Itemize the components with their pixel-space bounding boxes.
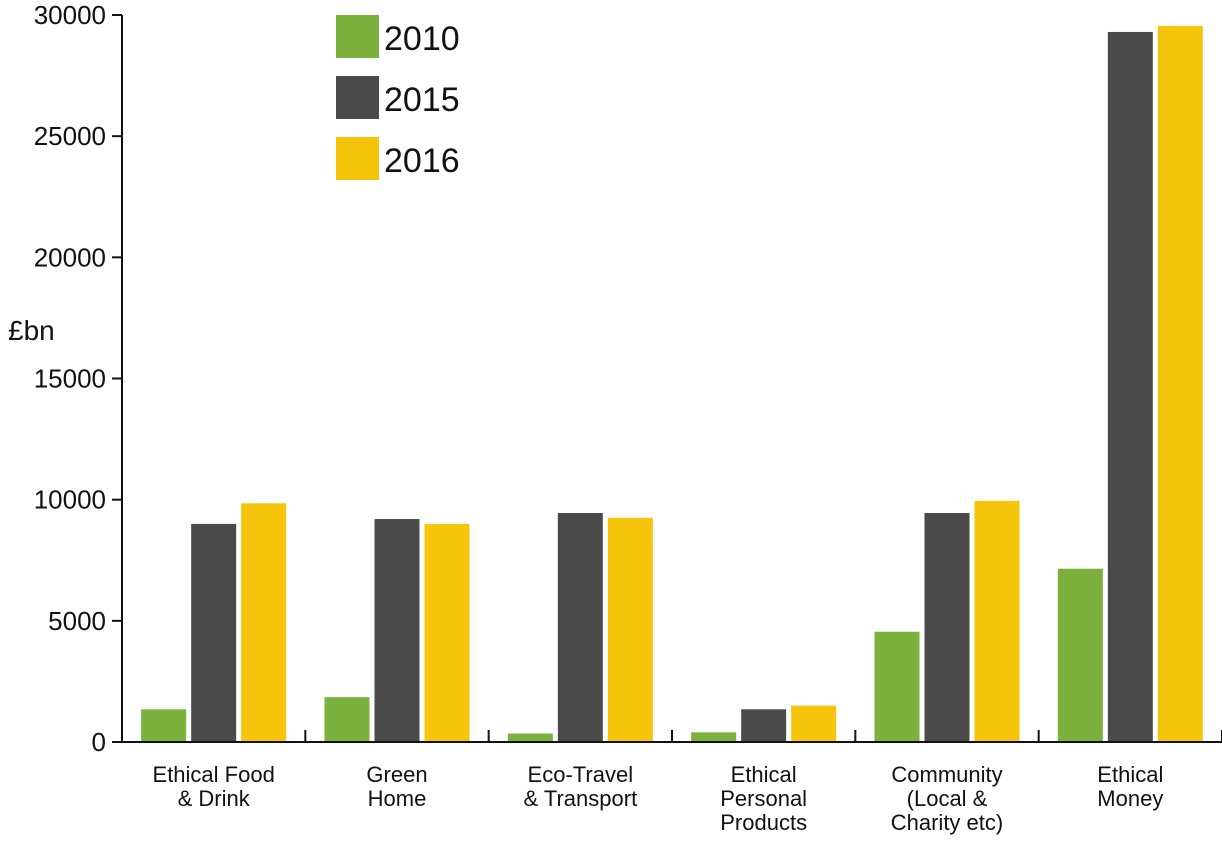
x-category-label-line: Ethical <box>1097 762 1163 787</box>
legend-label-2010: 2010 <box>384 20 460 58</box>
x-category-label-line: Personal <box>720 786 807 811</box>
bar-2016 <box>607 517 653 742</box>
x-category-label-line: Eco-Travel <box>528 762 634 787</box>
y-tick-label: 5000 <box>48 606 106 636</box>
x-category-label: Ethical Food & Drink <box>153 762 275 811</box>
y-tick-label: 15000 <box>34 364 106 394</box>
bar-2010 <box>874 631 920 742</box>
x-category-label-line: & Drink <box>178 786 251 811</box>
legend-swatch-2016 <box>336 137 379 180</box>
bar-2016 <box>241 503 287 742</box>
x-category-label-line: Ethical <box>731 762 797 787</box>
bar-2016 <box>974 500 1020 742</box>
y-tick-label: 10000 <box>34 485 106 515</box>
y-tick-label: 30000 <box>34 0 106 30</box>
y-tick-label: 25000 <box>34 121 106 151</box>
bar-2015 <box>557 512 603 742</box>
x-category-label: Ethical Personal Products <box>720 762 807 835</box>
bar-2016 <box>791 705 837 742</box>
bar-2010 <box>1057 568 1103 742</box>
legend-swatch-2015 <box>336 76 379 119</box>
bar-2015 <box>374 519 420 742</box>
bar-2010 <box>324 697 370 742</box>
legend-swatch-2010 <box>336 15 379 58</box>
x-category-label-line: Charity etc) <box>891 810 1003 835</box>
bars-layer <box>141 25 1203 743</box>
x-category-label-line: Money <box>1097 786 1163 811</box>
bar-2015 <box>924 512 970 742</box>
x-category-label-line: Community <box>891 762 1002 787</box>
x-category-label: Green Home <box>366 762 427 811</box>
x-category-label-line: & Transport <box>523 786 637 811</box>
x-category-label-line: Ethical Food <box>153 762 275 787</box>
bar-2015 <box>191 523 237 742</box>
y-axis-label: £bn <box>8 315 55 346</box>
y-tick-label: 0 <box>92 727 106 757</box>
bar-2010 <box>507 733 553 742</box>
bar-2010 <box>141 709 187 742</box>
y-ticks: 0 5000 10000 15000 20000 25000 30000 <box>34 0 122 757</box>
axes-layer <box>121 15 1222 743</box>
y-tick-label: 20000 <box>34 242 106 272</box>
x-category-label: Ethical Money <box>1097 762 1163 811</box>
x-ticks <box>304 730 1222 742</box>
bar-2015 <box>741 709 787 742</box>
x-category-label: Eco-Travel & Transport <box>523 762 637 811</box>
legend-label-2016: 2016 <box>384 142 460 180</box>
x-category-label-line: Green <box>366 762 427 787</box>
x-category-label-line: Home <box>368 786 427 811</box>
legend: 2010 2015 2016 <box>336 15 460 180</box>
x-category-label-line: Products <box>720 810 807 835</box>
legend-label-2015: 2015 <box>384 81 460 119</box>
bar-2016 <box>424 523 470 742</box>
x-category-label: Community (Local & Charity etc) <box>891 762 1003 835</box>
x-category-label-line: (Local & <box>907 786 988 811</box>
bar-2015 <box>1107 31 1153 743</box>
bar-2010 <box>691 732 737 742</box>
bar-2016 <box>1157 25 1203 742</box>
